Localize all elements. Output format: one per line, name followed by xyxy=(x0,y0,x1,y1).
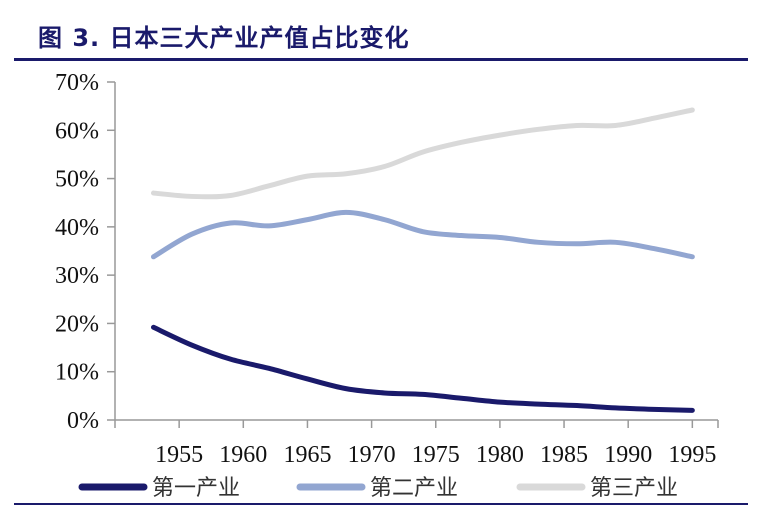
y-tick-label: 50% xyxy=(55,167,99,193)
series-line-3 xyxy=(150,107,695,200)
y-tick-label: 0% xyxy=(67,408,99,434)
x-tick-label: 1975 xyxy=(412,442,460,468)
x-tick-label: 1980 xyxy=(476,442,524,468)
x-tick-label: 1990 xyxy=(604,442,652,468)
x-tick-label: 1965 xyxy=(283,442,331,468)
bottom-rule xyxy=(14,503,748,505)
x-tick-label: 1955 xyxy=(155,442,203,468)
legend-label-3: 第三产业 xyxy=(590,476,678,501)
legend-label-1: 第一产业 xyxy=(152,476,240,501)
legend-label-2: 第二产业 xyxy=(370,476,458,501)
y-tick-label: 70% xyxy=(55,70,99,96)
y-tick-label: 20% xyxy=(55,311,99,337)
x-tick-label: 1985 xyxy=(540,442,588,468)
x-tick-label: 1960 xyxy=(219,442,267,468)
y-tick-label: 30% xyxy=(55,263,99,289)
x-tick-label: 1995 xyxy=(668,442,716,468)
series-line-2 xyxy=(150,209,695,260)
y-tick-label: 10% xyxy=(55,360,99,386)
top-rule xyxy=(14,58,748,61)
series-line-1 xyxy=(150,324,695,413)
y-tick-label: 40% xyxy=(55,215,99,241)
page-title: 图 3. 日本三大产业产值占比变化 xyxy=(38,24,410,52)
y-tick-label: 60% xyxy=(55,118,99,144)
title-bar: 图 3. 日本三大产业产值占比变化 xyxy=(0,0,758,56)
x-tick-label: 1970 xyxy=(348,442,396,468)
